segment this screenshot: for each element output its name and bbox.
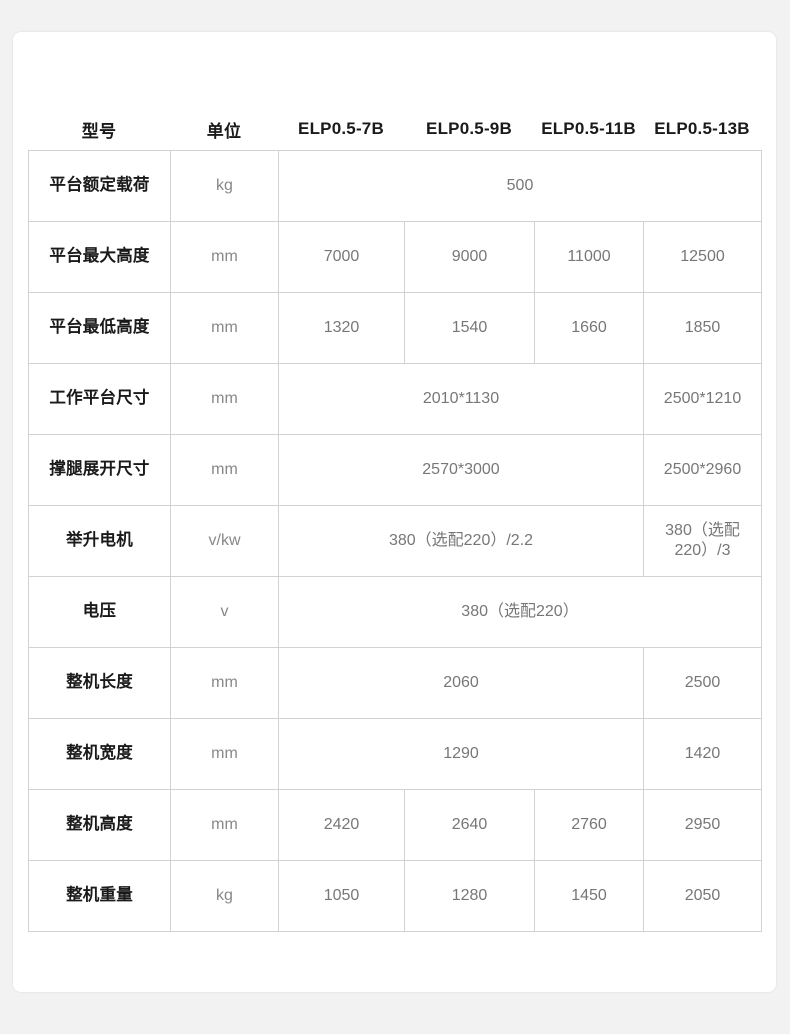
- row-label: 工作平台尺寸: [28, 363, 171, 435]
- spec-value-cell: 2640: [404, 789, 535, 861]
- row-unit: kg: [170, 150, 279, 222]
- spec-table-header-row: 型号 单位 ELP0.5-7B ELP0.5-9B ELP0.5-11B ELP…: [28, 107, 776, 151]
- spec-value-cell: 2500*2960: [642, 434, 763, 506]
- row-label: 平台最低高度: [28, 292, 171, 364]
- spec-value-cell: 1450: [534, 860, 644, 932]
- row-label: 撑腿展开尺寸: [28, 434, 171, 506]
- spec-value-cell: 1320: [278, 292, 405, 364]
- row-unit: mm: [170, 221, 279, 293]
- table-row: 工作平台尺寸 mm 2010*1130 2500*1210: [28, 363, 763, 435]
- column-header-elp05-7b: ELP0.5-7B: [298, 119, 384, 138]
- row-unit: mm: [170, 647, 279, 719]
- spec-value-cell: 380（选配220）/3: [642, 505, 763, 577]
- row-unit: mm: [170, 789, 279, 861]
- spec-value-cell: 2570*3000: [278, 434, 644, 506]
- product-specification-table: 平台额定载荷 kg 500 平台最大高度 mm 7000 9000 11000 12500 平台最…: [28, 150, 763, 932]
- table-row: 撑腿展开尺寸 mm 2570*3000 2500*2960: [28, 434, 763, 506]
- spec-value-cell: 2060: [278, 647, 644, 719]
- spec-value-cell: 380（选配220）/2.2: [278, 505, 644, 577]
- row-unit: mm: [170, 363, 279, 435]
- table-row: 整机重量 kg 1050 1280 1450 2050: [28, 860, 763, 932]
- row-label: 平台最大高度: [28, 221, 171, 293]
- table-row: 举升电机 v/kw 380（选配220）/2.2 380（选配220）/3: [28, 505, 763, 577]
- column-header-model: 型号: [81, 121, 117, 141]
- spec-value-cell: 1290: [278, 718, 644, 790]
- column-header-elp05-11b: ELP0.5-11B: [541, 119, 636, 138]
- row-label: 整机高度: [28, 789, 171, 861]
- spec-value-cell: 2950: [642, 789, 763, 861]
- table-row: 平台最低高度 mm 1320 1540 1660 1850: [28, 292, 763, 364]
- row-unit: mm: [170, 718, 279, 790]
- spec-value-cell: 2420: [278, 789, 405, 861]
- table-row: 整机高度 mm 2420 2640 2760 2950: [28, 789, 763, 861]
- row-label: 整机重量: [28, 860, 171, 932]
- spec-value-cell: 2760: [534, 789, 644, 861]
- table-row: 平台最大高度 mm 7000 9000 11000 12500: [28, 221, 763, 293]
- row-unit: v/kw: [170, 505, 279, 577]
- table-row: 平台额定载荷 kg 500: [28, 150, 763, 222]
- spec-value-cell: 1280: [404, 860, 535, 932]
- spec-value-cell: 1850: [642, 292, 763, 364]
- row-unit: kg: [170, 860, 279, 932]
- table-row: 电压 v 380（选配220）: [28, 576, 763, 648]
- row-unit: mm: [170, 292, 279, 364]
- column-header-elp05-13b: ELP0.5-13B: [654, 119, 750, 138]
- spec-value-cell: 380（选配220）: [277, 576, 763, 648]
- spec-value-cell: 2500*1210: [642, 363, 763, 435]
- table-row: 整机宽度 mm 1290 1420: [28, 718, 763, 790]
- spec-value-cell: 1540: [404, 292, 535, 364]
- spec-value-cell: 9000: [404, 221, 535, 293]
- spec-value-cell: 11000: [534, 221, 644, 293]
- spec-value-cell: 2500: [642, 647, 763, 719]
- row-label: 平台额定载荷: [28, 150, 171, 222]
- spec-value-cell: 500: [277, 150, 763, 222]
- spec-value-cell: 12500: [642, 221, 763, 293]
- column-header-elp05-9b: ELP0.5-9B: [426, 119, 512, 138]
- row-label: 整机宽度: [28, 718, 171, 790]
- row-unit: v: [170, 576, 279, 648]
- column-header-unit: 单位: [206, 121, 242, 141]
- spec-value-cell: 2010*1130: [278, 363, 644, 435]
- row-unit: mm: [170, 434, 279, 506]
- spec-value-cell: 2050: [642, 860, 763, 932]
- spec-value-cell: 7000: [278, 221, 405, 293]
- row-label: 电压: [28, 576, 171, 648]
- spec-value-cell: 1420: [642, 718, 763, 790]
- row-label: 举升电机: [28, 505, 171, 577]
- table-row: 整机长度 mm 2060 2500: [28, 647, 763, 719]
- spec-card: 型号 单位 ELP0.5-7B ELP0.5-9B ELP0.5-11B ELP…: [13, 32, 776, 992]
- spec-value-cell: 1660: [534, 292, 644, 364]
- row-label: 整机长度: [28, 647, 171, 719]
- spec-value-cell: 1050: [278, 860, 405, 932]
